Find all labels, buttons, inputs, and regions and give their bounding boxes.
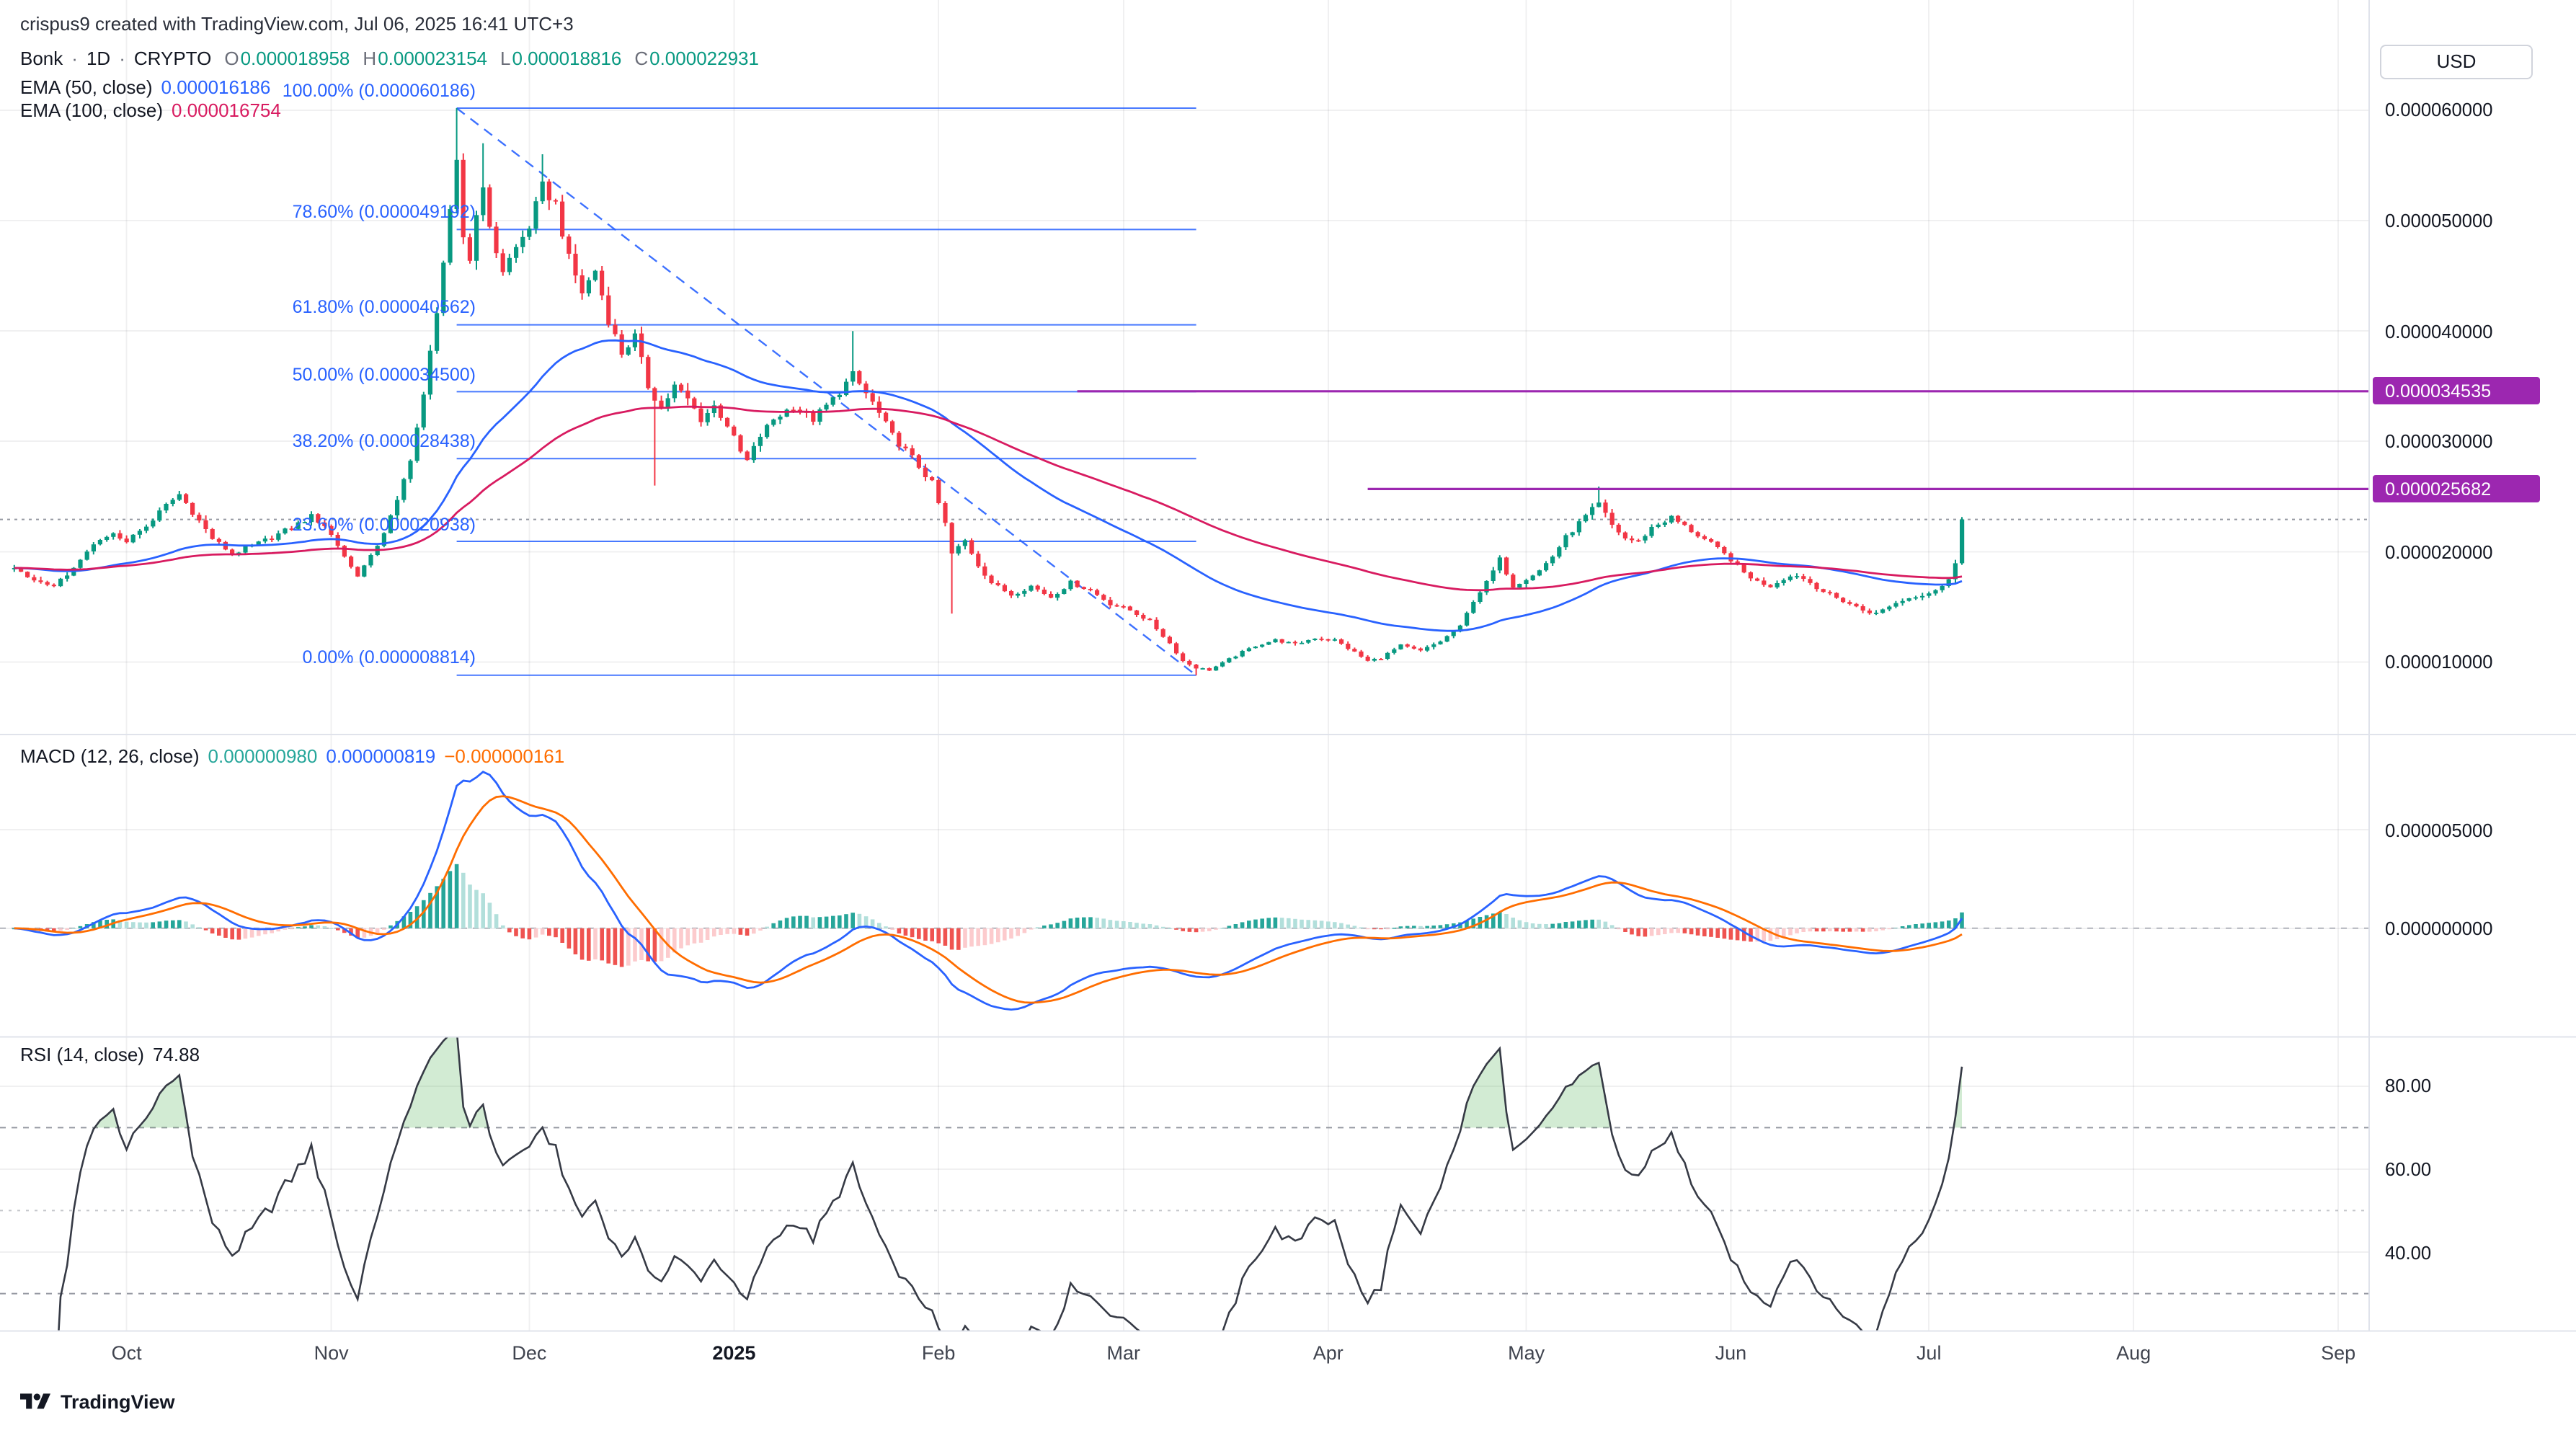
time-axis-label: Jul [1916,1342,1942,1365]
rsi-axis-label: 60.00 [2385,1158,2432,1180]
ema100-value: 0.000016754 [172,99,281,121]
time-axis-label: May [1508,1342,1545,1365]
macd-axis-label: 0.000000000 [2385,917,2493,939]
price-axis-label: 0.000020000 [2385,541,2493,563]
macd-line-value: 0.000000819 [326,745,436,767]
ema100-legend[interactable]: EMA (100, close) 0.000016754 [20,99,281,121]
fib-level-label: 100.00% (0.000060186) [282,81,476,101]
ohlc-open: O 0.000018958 [224,48,350,69]
ema50-value: 0.000016186 [161,76,271,98]
fib-level-label: 50.00% (0.000034500) [292,364,476,385]
price-axis-label: 0.000010000 [2385,651,2493,673]
tradingview-brand-text: TradingView [61,1391,175,1413]
macd-histogram-value: 0.000000980 [208,745,318,767]
interval-label[interactable]: 1D [86,48,111,69]
ema-100-line[interactable] [14,405,1963,592]
fib-level-label: 78.60% (0.000049192) [292,202,476,223]
macd-axis-label: 0.000005000 [2385,819,2493,840]
symbol-legend[interactable]: Bonk · 1D · CRYPTO O 0.000018958 H 0.00002… [20,48,759,69]
time-axis-label: Oct [111,1342,142,1365]
rsi-value: 74.88 [152,1044,200,1065]
price-axis-label: 0.000040000 [2385,320,2493,342]
tradingview-logo-icon [20,1390,50,1414]
rsi-title: RSI (14, close) [20,1044,144,1065]
time-axis-label: Aug [2116,1342,2151,1365]
legend-separator: · [119,48,125,69]
fib-level-label: 61.80% (0.000040562) [292,297,476,318]
price-scale[interactable]: 0.000060000 0.000050000 0.000040000 0.00003… [2369,0,2576,1433]
fib-level-label: 23.60% (0.000020938) [292,514,476,534]
time-axis-label: Apr [1313,1342,1343,1365]
fib-level-label: 38.20% (0.000028438) [292,431,476,452]
time-axis-label: 2025 [712,1342,756,1365]
horizontal-price-lines[interactable] [1077,390,2369,491]
macd-title: MACD (12, 26, close) [20,745,200,767]
legend-separator: · [71,48,78,69]
ohlc-high: H 0.000023154 [363,48,488,69]
macd-signal-value: −0.000000161 [444,745,565,767]
fib-level-label: 0.00% (0.000008814) [302,647,476,668]
macd-signal-line [14,795,1963,1004]
time-axis-label: Dec [512,1342,547,1365]
macd-histogram [12,864,1964,967]
price-line-badge: 0.000025682 [2372,475,2539,503]
price-axis-label: 0.000060000 [2385,99,2493,121]
price-line-badge: 0.000034535 [2372,377,2539,405]
macd-line [14,771,1963,1011]
macd-legend[interactable]: MACD (12, 26, close) 0.000000980 0.00000… [20,745,564,767]
time-scale[interactable]: Oct Nov Dec 2025 Feb Mar Apr May Jun Jul Aug Sep [0,1331,2576,1433]
ema50-label: EMA (50, close) [20,76,153,98]
ohlc-close: C 0.000022931 [634,48,759,69]
rsi-line [58,1037,1963,1331]
price-axis-label: 0.000030000 [2385,430,2493,453]
ohlc-low: L 0.000018816 [500,48,622,69]
price-axis-label: 0.000050000 [2385,210,2493,231]
grid-lines [0,0,2369,1331]
rsi-axis-label: 40.00 [2385,1241,2432,1263]
rsi-legend[interactable]: RSI (14, close) 74.88 [20,1044,200,1065]
time-axis-label: Sep [2321,1342,2356,1365]
time-axis-label: Mar [1106,1342,1141,1365]
tradingview-attribution[interactable]: TradingView [20,1390,175,1414]
currency-usd-button[interactable]: USD [2380,45,2533,79]
time-axis-label: Feb [921,1342,956,1365]
ema100-label: EMA (100, close) [20,99,163,121]
time-axis-label: Nov [314,1342,349,1365]
symbol-name[interactable]: Bonk [20,48,63,69]
chart-watermark: crispus9 created with TradingView.com, J… [20,13,574,35]
pane-separators [0,0,2576,1332]
ema-50-line[interactable] [14,339,1963,632]
rsi-overbought-fill [94,1037,1962,1128]
exchange-label: CRYPTO [133,48,212,69]
ema50-legend[interactable]: EMA (50, close) 0.000016186 [20,76,270,98]
time-axis-label: Jun [1715,1342,1747,1365]
rsi-axis-label: 80.00 [2385,1075,2432,1097]
